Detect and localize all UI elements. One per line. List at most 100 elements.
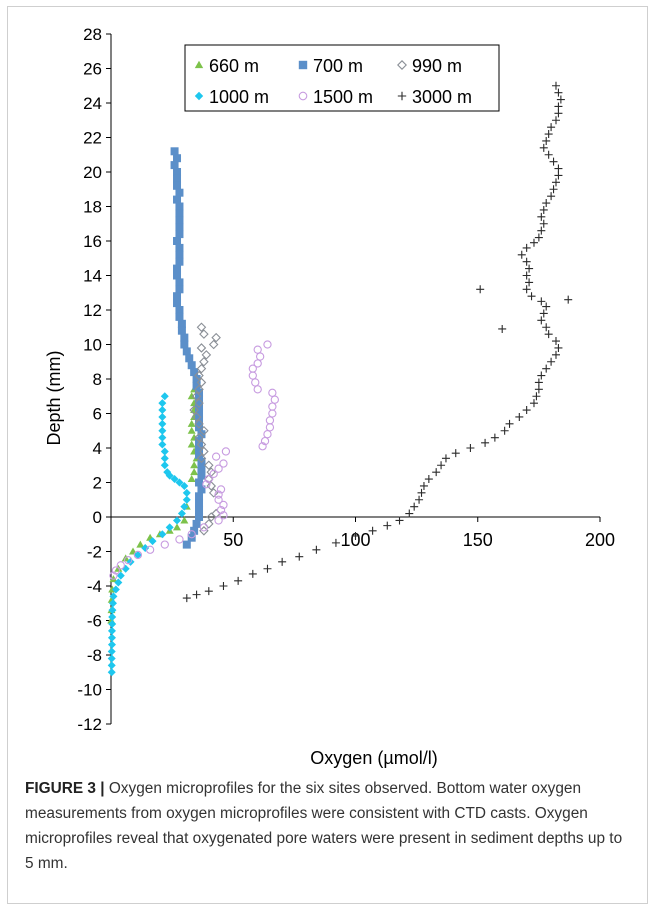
data-point	[161, 454, 169, 462]
data-point	[518, 251, 526, 259]
y-tick-label: 14	[83, 267, 102, 286]
data-point	[405, 510, 413, 518]
legend: 660 m 700 m 990 m 1000 m 1500 m 3000 m	[185, 45, 499, 111]
oxygen-depth-chart: -12-10-8-6-4-20246810121416182022242628 …	[0, 0, 657, 780]
data-point	[249, 365, 256, 372]
data-point	[523, 244, 531, 252]
data-point	[158, 406, 166, 414]
data-point	[188, 420, 196, 427]
data-point	[213, 453, 220, 460]
data-point	[108, 627, 116, 635]
y-tick-label: -6	[87, 612, 102, 631]
data-point	[530, 399, 538, 407]
data-point	[547, 358, 555, 366]
data-point	[525, 278, 533, 286]
data-point	[442, 454, 450, 462]
data-point	[180, 341, 188, 349]
data-point	[545, 330, 553, 338]
data-point	[540, 144, 548, 152]
data-point	[161, 447, 169, 455]
data-point	[554, 344, 562, 352]
legend-label: 660 m	[209, 56, 259, 76]
data-point	[108, 648, 116, 656]
series-3000-m	[183, 82, 572, 602]
data-point	[173, 182, 181, 190]
y-tick-label: 8	[93, 370, 102, 389]
legend-marker	[299, 61, 307, 69]
legend-label: 1500 m	[313, 87, 373, 107]
data-point	[545, 130, 553, 138]
data-point	[547, 123, 555, 131]
y-tick-label: 6	[93, 405, 102, 424]
data-point	[171, 147, 179, 155]
data-point	[540, 220, 548, 228]
data-point	[537, 227, 545, 235]
y-tick-label: 10	[83, 336, 102, 355]
data-point	[171, 161, 179, 169]
data-point	[197, 344, 205, 352]
data-point	[269, 403, 276, 410]
legend-label: 1000 m	[209, 87, 269, 107]
data-point	[557, 96, 565, 104]
data-point	[188, 361, 196, 369]
data-point	[195, 479, 203, 487]
data-point	[108, 641, 116, 649]
data-point	[173, 516, 181, 524]
data-point	[552, 116, 560, 124]
data-point	[432, 468, 440, 476]
data-point	[175, 203, 183, 211]
y-tick-label: -2	[87, 543, 102, 562]
data-point	[547, 192, 555, 200]
data-point	[249, 372, 256, 379]
y-tick-label: 4	[93, 439, 102, 458]
data-point	[108, 661, 116, 669]
y-tick-label: 22	[83, 129, 102, 148]
data-point	[108, 634, 116, 642]
data-point	[257, 353, 264, 360]
y-tick-label: -10	[77, 681, 102, 700]
data-point	[554, 89, 562, 97]
data-point	[264, 341, 271, 348]
series-990-m	[190, 323, 220, 535]
data-point	[193, 591, 201, 599]
y-axis-ticks: -12-10-8-6-4-20246810121416182022242628	[77, 25, 111, 734]
x-tick-label: 200	[585, 530, 615, 550]
data-point	[175, 216, 183, 224]
data-point	[178, 510, 186, 518]
data-point	[108, 654, 116, 662]
series-660-m	[107, 385, 200, 623]
data-point	[219, 582, 227, 590]
data-point	[175, 258, 183, 266]
data-point	[158, 420, 166, 428]
data-point	[178, 327, 186, 335]
data-point	[205, 587, 213, 595]
data-point	[188, 441, 196, 448]
data-point	[415, 496, 423, 504]
series-700-m	[171, 147, 206, 548]
data-point	[481, 439, 489, 447]
data-point	[425, 475, 433, 483]
data-point	[523, 406, 531, 414]
data-point	[523, 272, 531, 280]
data-point	[188, 427, 196, 434]
y-tick-label: 12	[83, 301, 102, 320]
caption-label: FIGURE 3 |	[25, 780, 105, 797]
data-point	[195, 513, 203, 521]
data-point	[437, 461, 445, 469]
data-point	[158, 413, 166, 421]
data-point	[263, 565, 271, 573]
data-point	[161, 461, 169, 469]
data-point	[180, 334, 188, 342]
data-point	[564, 296, 572, 304]
data-point	[158, 434, 166, 442]
y-tick-label: 24	[83, 94, 102, 113]
data-point	[525, 265, 533, 273]
caption-text: Oxygen microprofiles for the six sites o…	[25, 780, 622, 872]
data-point	[498, 325, 506, 333]
data-point	[158, 427, 166, 435]
data-point	[491, 434, 499, 442]
data-point	[173, 196, 181, 204]
data-point	[523, 285, 531, 293]
data-point	[234, 577, 242, 585]
data-point	[173, 237, 181, 245]
